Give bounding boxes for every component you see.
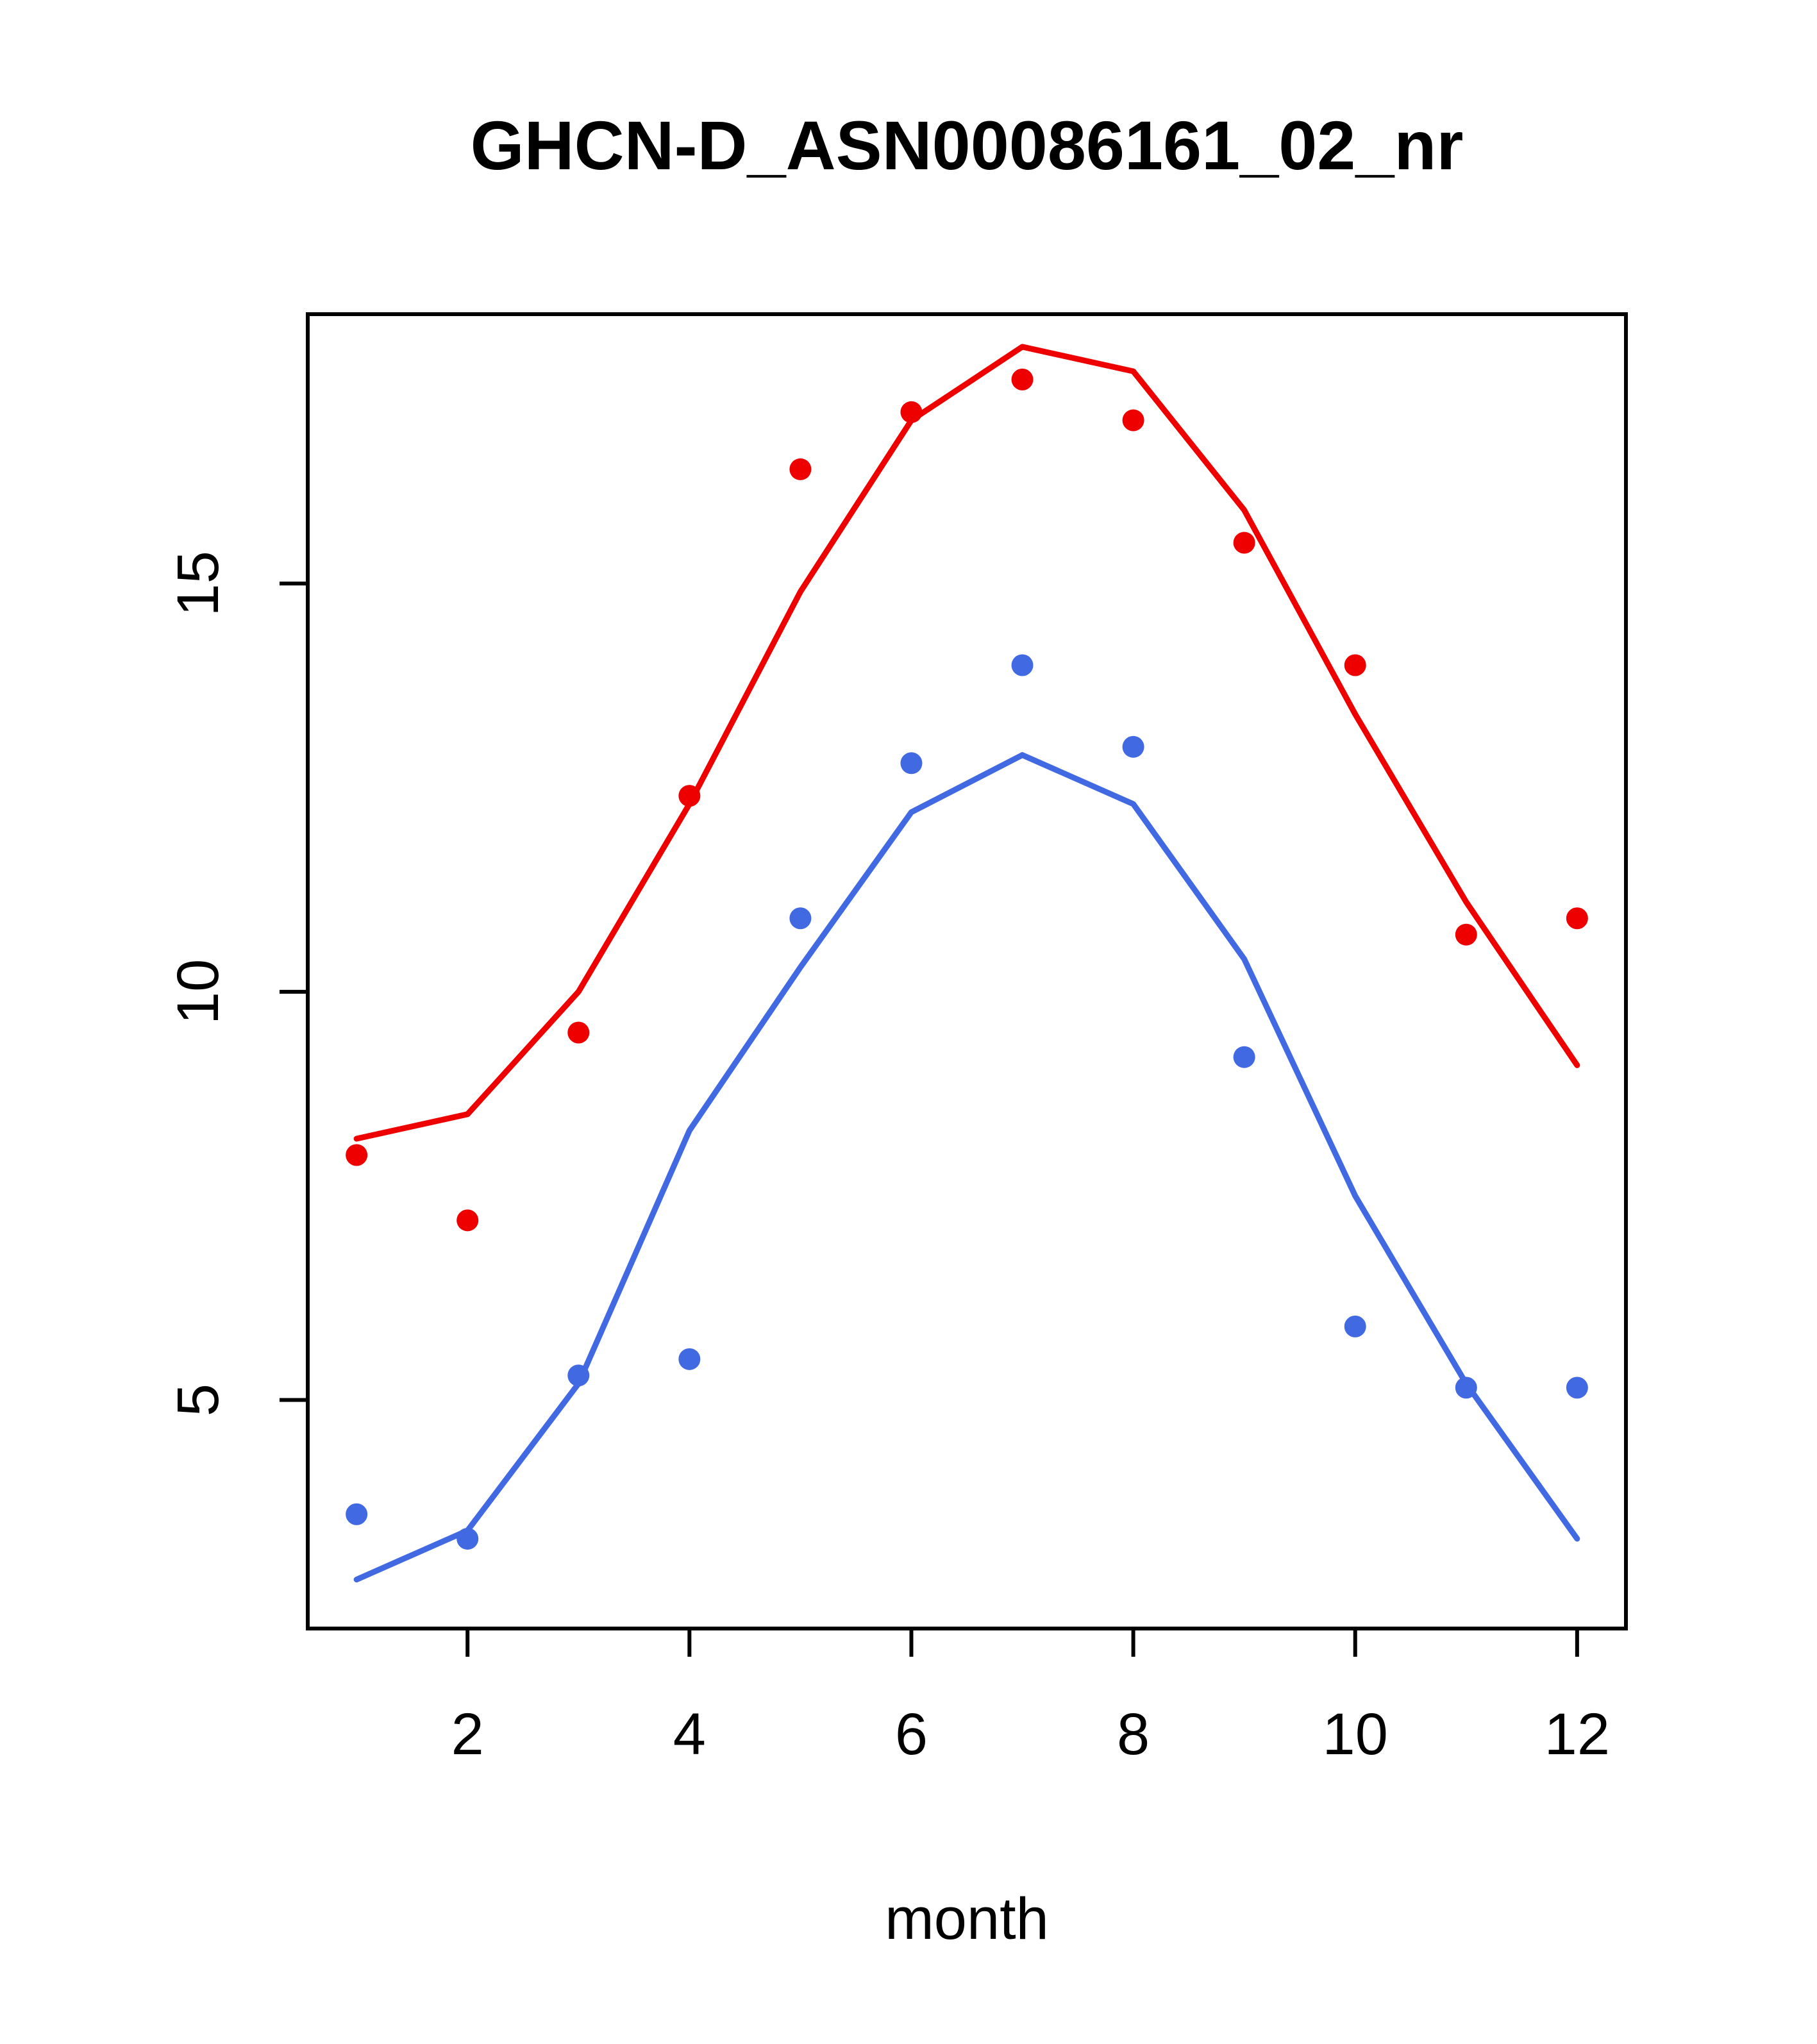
red-points-marker	[1344, 654, 1366, 676]
red-points-marker	[456, 1209, 479, 1232]
blue-points-marker	[1566, 1377, 1588, 1399]
plot-area: 2 4 6 8 10 12 5 10 15	[165, 312, 1628, 1767]
x-tick-label: 12	[1545, 1702, 1610, 1767]
blue-points-marker	[678, 1348, 701, 1370]
red-points-marker	[1122, 409, 1144, 431]
x-tick-label: 10	[1323, 1702, 1388, 1767]
blue-points-marker	[789, 907, 812, 930]
red-line	[353, 344, 1580, 1142]
blue-points-marker	[1344, 1315, 1366, 1337]
y-tick-label: 5	[165, 1384, 231, 1416]
red-points-marker	[1233, 532, 1255, 554]
blue-points-marker	[1233, 1046, 1255, 1068]
y-tick-label: 10	[165, 959, 231, 1025]
red-points-marker	[1566, 907, 1588, 930]
red-points-marker	[1011, 368, 1034, 390]
blue-line	[353, 752, 1580, 1583]
red-points-marker	[346, 1144, 368, 1166]
x-axis-label: month	[885, 1886, 1049, 1952]
y-tick-label: 15	[165, 551, 231, 616]
blue-points-marker	[1455, 1377, 1477, 1399]
x-tick-label: 8	[1117, 1702, 1150, 1767]
red-points-marker	[789, 458, 812, 480]
blue-points-marker	[900, 752, 923, 775]
blue-points-marker	[1122, 735, 1144, 758]
blue-points-marker	[346, 1503, 368, 1525]
chart-title: GHCN-D_ASN00086161_02_nr	[471, 106, 1464, 184]
plot-box	[306, 312, 1628, 1630]
red-points-marker	[567, 1021, 590, 1044]
red-points-marker	[678, 785, 701, 807]
red-points-marker	[900, 401, 923, 423]
x-tick-label: 2	[451, 1702, 484, 1767]
x-tick-label: 6	[895, 1702, 928, 1767]
blue-points-marker	[456, 1527, 479, 1550]
blue-points-marker	[567, 1364, 590, 1387]
red-points-marker	[1455, 923, 1477, 946]
x-tick-label: 4	[673, 1702, 706, 1767]
blue-points-marker	[1011, 654, 1034, 676]
